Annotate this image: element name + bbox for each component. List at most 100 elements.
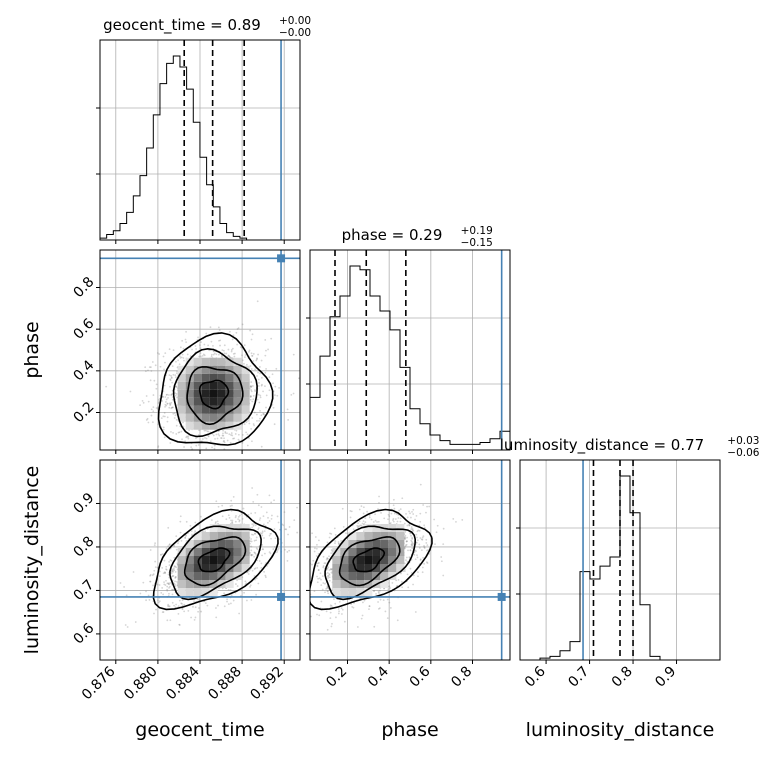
scatter-point [288, 526, 291, 528]
scatter-point [262, 390, 264, 393]
scatter-point [192, 605, 194, 608]
scatter-point [223, 441, 226, 444]
scatter-point [250, 554, 253, 556]
density-cell [177, 556, 186, 564]
scatter-point [182, 421, 184, 424]
scatter-point [399, 508, 402, 511]
scatter-point [147, 400, 150, 403]
scatter-point [263, 530, 266, 533]
scatter-point [404, 536, 406, 539]
scatter-point [174, 565, 176, 568]
scatter-point [229, 589, 232, 591]
scatter-point [256, 358, 258, 361]
scatter-point [254, 532, 256, 535]
scatter-point [207, 435, 210, 438]
scatter-point [388, 601, 391, 604]
scatter-point [173, 567, 175, 569]
density-cell [193, 397, 202, 406]
scatter-point [271, 373, 274, 376]
scatter-point [147, 594, 150, 597]
scatter-point [270, 337, 273, 340]
scatter-point [166, 585, 169, 588]
scatter-point [172, 406, 174, 409]
scatter-point [223, 440, 225, 442]
scatter-point [210, 451, 212, 453]
scatter-point [256, 375, 258, 377]
scatter-point [393, 512, 396, 515]
scatter-point [244, 580, 247, 583]
scatter-point [328, 536, 331, 539]
scatter-point [215, 500, 218, 503]
scatter-point [125, 594, 128, 597]
scatter-point [175, 393, 178, 395]
scatter-point [416, 554, 418, 557]
scatter-point [183, 359, 185, 362]
scatter-point [395, 513, 398, 515]
scatter-point [172, 505, 174, 507]
contour-line [157, 332, 274, 446]
scatter-point [326, 572, 329, 574]
scatter-point [255, 539, 258, 542]
scatter-point [155, 383, 158, 386]
density-cell [225, 572, 234, 580]
scatter-point [399, 517, 402, 520]
truth-marker [277, 592, 286, 601]
scatter-point [209, 453, 211, 455]
density-cell [185, 540, 194, 548]
scatter-point [418, 543, 421, 546]
scatter-point [384, 610, 387, 613]
scatter-point [175, 372, 178, 375]
scatter-point [170, 570, 173, 573]
scatter-point [172, 412, 175, 415]
scatter-point [334, 534, 337, 536]
x-tick-label: 0.7 [565, 664, 592, 691]
scatter-point [206, 430, 209, 433]
scatter-point [193, 600, 195, 603]
density-cell [177, 580, 186, 588]
scatter-point [297, 631, 299, 633]
y-tick-label: 0.9 [70, 490, 97, 517]
scatter-point [179, 357, 182, 359]
density-cell [185, 564, 194, 572]
scatter-point [203, 354, 206, 357]
density-cell [209, 373, 218, 382]
scatter-point [161, 567, 164, 569]
scatter-point [158, 570, 161, 573]
scatter-point [251, 569, 254, 572]
scatter-point [283, 511, 286, 514]
scatter-point [326, 590, 329, 593]
scatter-point [362, 506, 365, 509]
scatter-point [271, 514, 273, 517]
scatter-point [410, 539, 413, 542]
scatter-point [207, 430, 210, 433]
scatter-point [404, 545, 407, 548]
scatter-point [272, 548, 275, 550]
scatter-point [157, 402, 160, 405]
scatter-point [149, 580, 152, 583]
scatter-point [185, 330, 187, 333]
scatter-point [162, 593, 165, 596]
text-layer: geocent_time = 0.89 +0.00−0.00 phase = 0.2… [21, 15, 760, 741]
density-cell [388, 524, 397, 532]
scatter-point [386, 617, 389, 620]
scatter-point [408, 524, 411, 527]
scatter-point [153, 569, 156, 572]
scatter-point [153, 544, 156, 547]
density-cell [177, 381, 186, 390]
scatter-point [195, 444, 198, 447]
scatter-point [163, 571, 166, 574]
scatter-point [155, 387, 158, 390]
density-cell [201, 540, 210, 548]
density-cell [356, 556, 365, 564]
x-axis-label-luminosity_distance: luminosity_distance [526, 719, 715, 741]
scatter-point [357, 525, 360, 528]
density-cell [201, 532, 210, 540]
scatter-point [157, 446, 159, 449]
scatter-point [411, 536, 414, 539]
density-cell [201, 421, 210, 430]
scatter-point [388, 502, 390, 504]
scatter-point [150, 370, 153, 372]
density-cell [233, 389, 242, 398]
scatter-point [315, 555, 318, 557]
scatter-point [343, 620, 346, 623]
